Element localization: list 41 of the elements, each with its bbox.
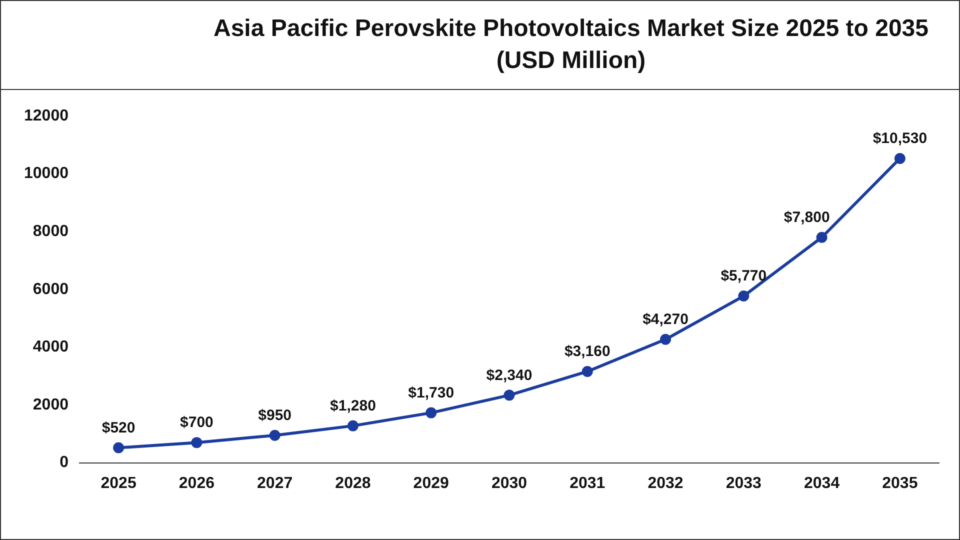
data-label: $700 [180,414,214,432]
y-tick-label: 10000 [24,165,69,182]
point [738,290,750,302]
data-label: $1,730 [408,384,454,402]
x-tick-label: 2030 [491,474,528,492]
point [504,390,515,401]
y-tick-label: 12000 [24,107,69,124]
x-tick-label: 2031 [570,474,606,492]
point [660,334,672,345]
x-tick-label: 2025 [100,474,136,492]
chart-title: Asia Pacific Perovskite Photovoltaics Market Size 2025 to 2035 (USD Million) [212,14,930,76]
y-tick-label: 6000 [32,280,69,298]
data-label: $1,280 [330,397,376,414]
x-tick-label: 2032 [648,474,684,492]
data-label: $4,270 [642,311,688,328]
point [191,437,202,448]
x-tick-label: 2029 [413,474,450,492]
x-tick-label: 2027 [257,474,293,492]
data-label: $5,770 [720,268,767,285]
point [113,442,124,454]
y-tick-label: 0 [60,454,69,472]
y-tick-label: 8000 [32,223,69,240]
data-label: $10,530 [872,130,928,148]
point [582,366,593,377]
y-tick-label: 4000 [32,338,69,356]
x-tick-label: 2035 [882,474,918,492]
data-label: $2,340 [486,366,532,384]
point [347,420,358,432]
data-label: $950 [258,406,292,424]
x-tick-label: 2033 [726,474,762,492]
point [816,232,828,243]
point [426,407,437,418]
point [269,430,280,441]
data-label: $520 [102,419,136,436]
point [894,152,906,164]
y-tick-label: 2000 [32,396,69,414]
x-tick-label: 2034 [804,474,840,492]
data-label: $7,800 [784,209,830,226]
x-tick-label: 2026 [178,474,215,492]
x-tick-label: 2028 [335,474,371,492]
data-label: $3,160 [564,343,610,360]
